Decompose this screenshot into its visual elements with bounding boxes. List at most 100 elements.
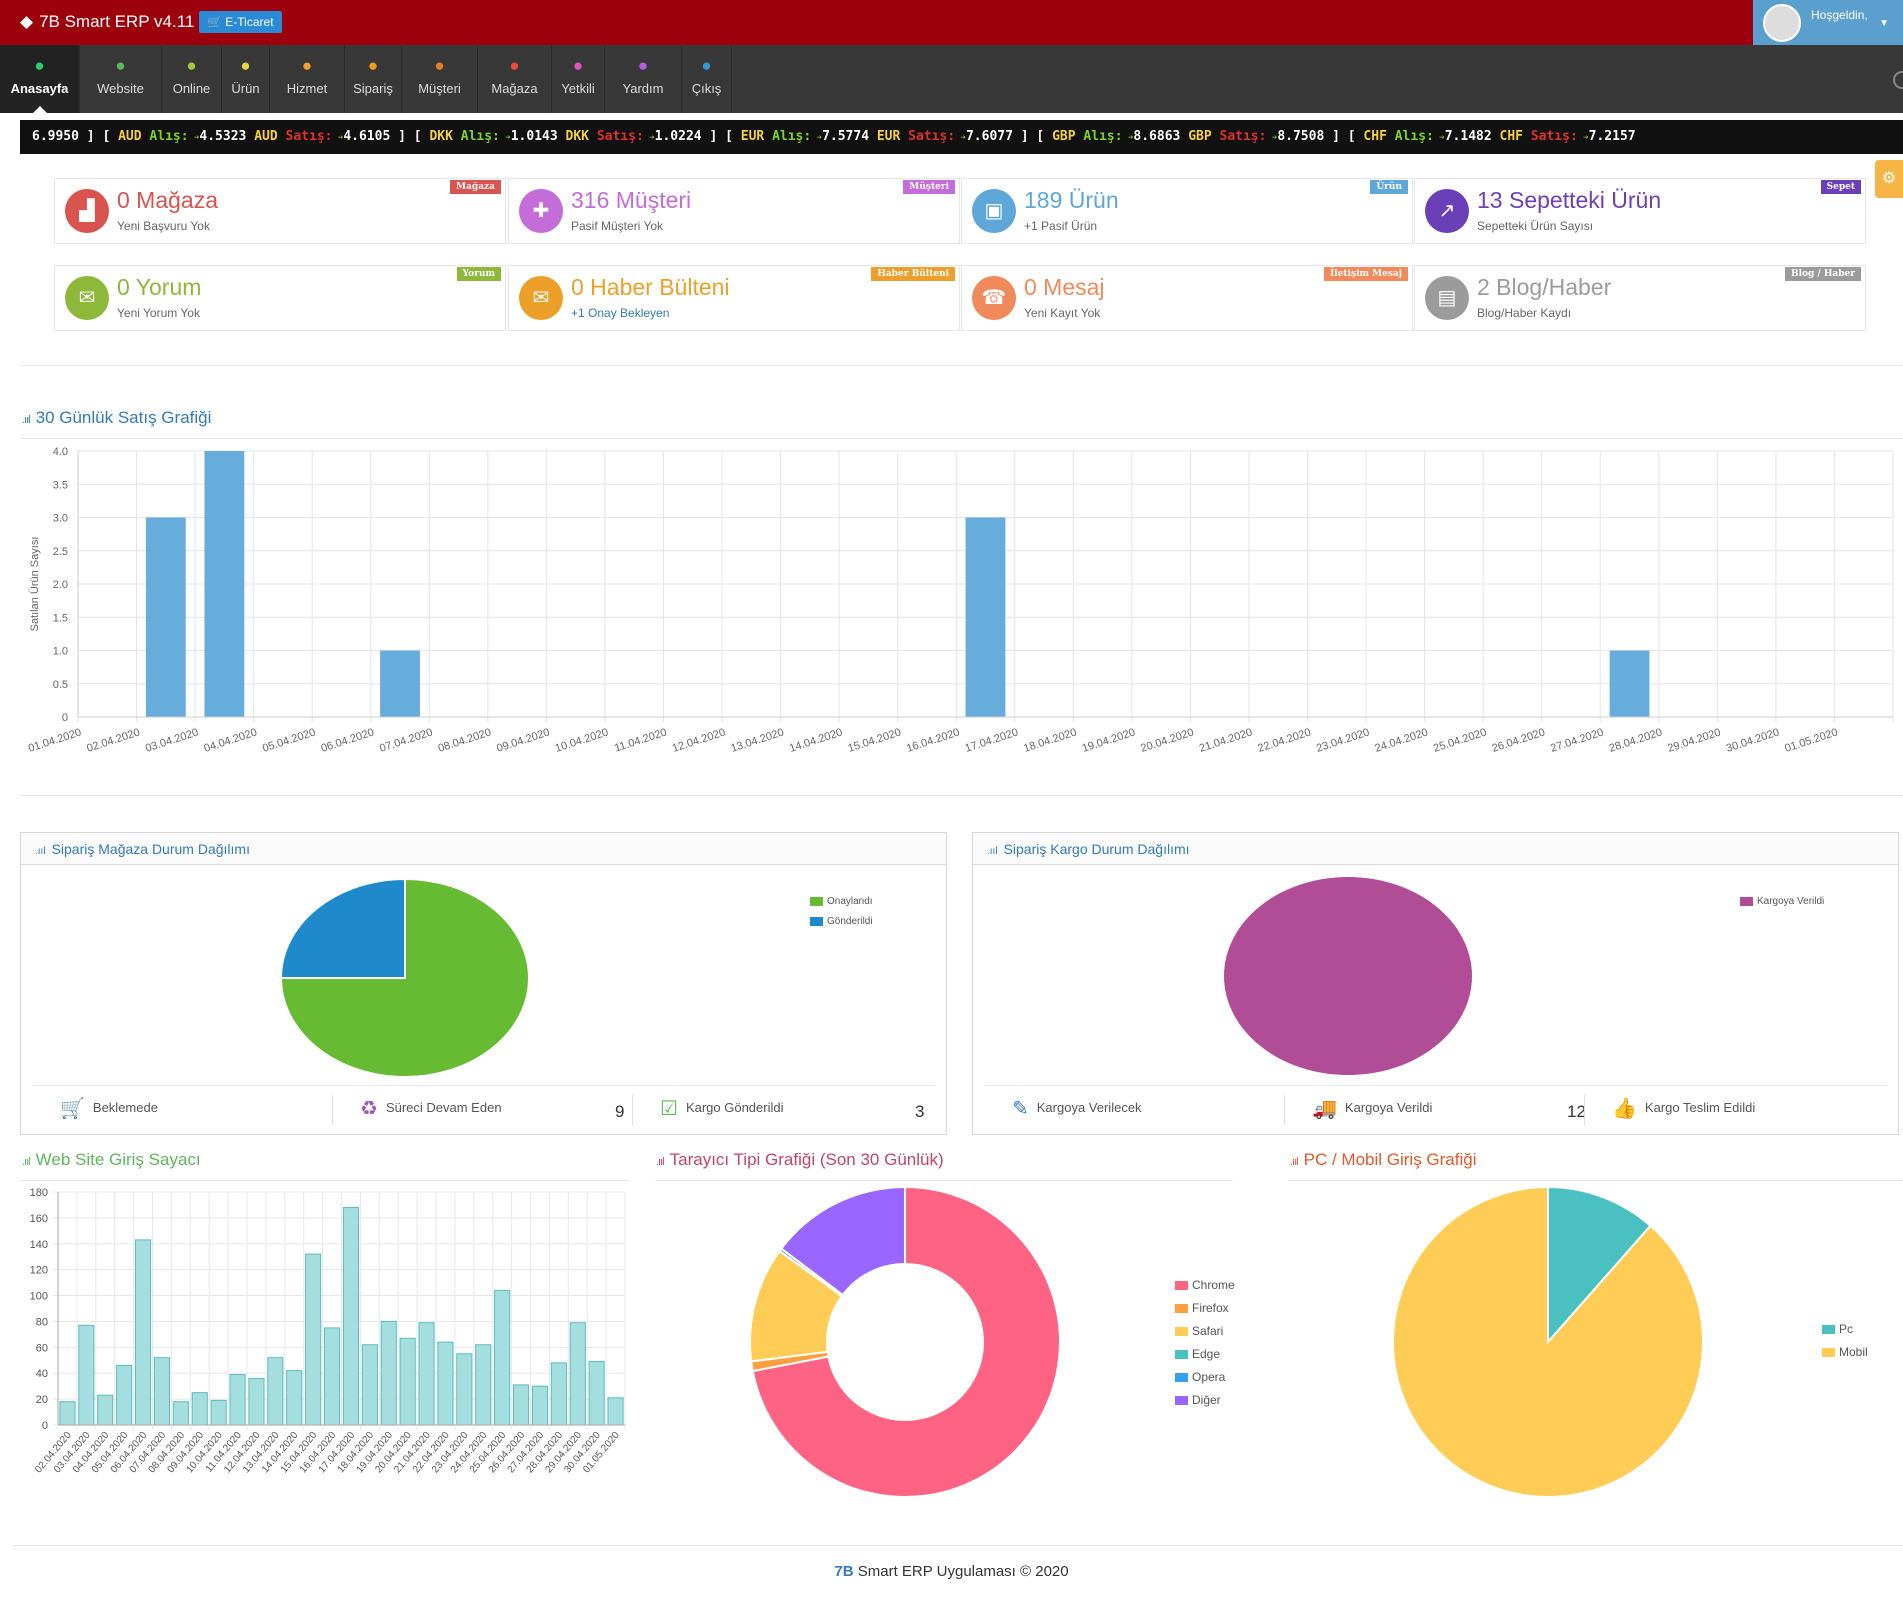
ticker-currency: CHF [1363, 129, 1387, 144]
nav-item-4[interactable]: ● Hizmet [270, 45, 345, 113]
summary-card[interactable]: ✉ 0 Yorum Yeni Yorum Yok Yorum [54, 265, 506, 331]
nav-label: Hizmet [286, 81, 328, 96]
summary-card[interactable]: ↗ 13 Sepetteki Ürün Sepetteki Ürün Sayısı S… [1414, 178, 1866, 244]
visit-bar [305, 1253, 322, 1426]
legend-item[interactable]: Gönderildi [810, 916, 873, 927]
arrow-icon: ➔ [1433, 133, 1445, 143]
summary-card[interactable]: ▟ 0 Mağaza Yeni Başvuru Yok Mağaza [54, 178, 506, 244]
ticker-currency: AUD [118, 129, 142, 144]
browser-legend: Chrome Firefox Safari Edge Opera Diğer [1175, 1278, 1235, 1416]
eticaret-button[interactable]: 🛒 E-Ticaret [199, 11, 282, 33]
card-subtitle: +1 Onay Bekleyen [571, 306, 670, 320]
store-panel-header: .ııl Sipariş Mağaza Durum Dağılımı [21, 833, 946, 865]
nav-item-3[interactable]: ● Ürün [222, 45, 270, 113]
recycle-icon: ♻ [360, 1098, 378, 1120]
y-tick-label: 40 [36, 1368, 48, 1380]
gear-icon[interactable]: ⚙ [1875, 160, 1903, 198]
ticker-lead: 6.9950 [32, 129, 79, 144]
legend-item[interactable]: Diğer [1175, 1393, 1235, 1407]
legend-label: Gönderildi [827, 916, 873, 927]
card-badge: Haber Bülteni [871, 267, 955, 281]
visit-bar [550, 1362, 567, 1426]
x-tick-label: 20.04.2020 [1139, 726, 1195, 754]
browser-chart-title: .ııl Tarayıcı Tipi Grafiği (Son 30 Günlük… [656, 1150, 944, 1170]
visit-bar [78, 1324, 95, 1426]
x-tick-label: 16.04.2020 [905, 726, 961, 754]
summary-card[interactable]: ▤ 2 Blog/Haber Blog/Haber Kaydı Blog / Habe… [1414, 265, 1866, 331]
sales-bar [145, 517, 186, 717]
top-bar: ◆ 7B Smart ERP v4.11 🛒 E-Ticaret Hoşgeld… [0, 0, 1903, 45]
summary-card[interactable]: ▣ 189 Ürün +1 Pasif Ürün Ürün [961, 178, 1413, 244]
nav-item-9[interactable]: ● Yardım [605, 45, 682, 113]
nav-item-0[interactable]: ● Anasayfa [0, 45, 80, 113]
x-tick-label: 09.04.2020 [495, 726, 551, 754]
cube-icon: ◆ [20, 12, 34, 31]
legend-item[interactable]: Chrome [1175, 1278, 1235, 1292]
sales-title-text: 30 Günlük Satış Grafiği [35, 408, 212, 427]
divider [1584, 1095, 1585, 1125]
legend-label: Chrome [1192, 1278, 1235, 1292]
app-brand[interactable]: ◆ 7B Smart ERP v4.11 [20, 12, 194, 32]
ticker-sell-value: 7.6077 [965, 129, 1013, 144]
card-badge: Blog / Haber [1785, 267, 1861, 281]
cargo-panel-title: Sipariş Kargo Durum Dağılımı [1003, 841, 1190, 857]
legend-label: Pc [1839, 1322, 1854, 1336]
stat-value: 12 [1567, 1102, 1586, 1121]
divider [985, 1085, 1887, 1086]
card-subtitle: Yeni Yorum Yok [117, 306, 200, 320]
y-tick-label: 2.0 [53, 579, 68, 591]
visit-bar [116, 1364, 133, 1426]
ambulance-icon: ● [637, 56, 649, 75]
nav-scroll-icon[interactable] [1893, 71, 1903, 89]
home-icon: ● [34, 56, 45, 75]
ticker-buy-label: Alış: [149, 129, 189, 144]
nav-item-8[interactable]: ● Yetkili [552, 45, 605, 113]
legend-item[interactable]: Firefox [1175, 1301, 1235, 1315]
nav-item-1[interactable]: ● Website [80, 45, 162, 113]
stat-label: Kargo Gönderildi [685, 1099, 784, 1115]
y-tick-label: 80 [36, 1316, 48, 1328]
card-badge: Mağaza [450, 180, 501, 194]
card-subtitle: Blog/Haber Kaydı [1477, 306, 1572, 320]
user-menu[interactable]: Hoşgeldin, ▼ [1753, 0, 1903, 45]
legend-item[interactable]: Onaylandı [810, 896, 873, 907]
legend-item[interactable]: Pc [1822, 1322, 1868, 1336]
legend-item[interactable]: Opera [1175, 1370, 1235, 1384]
ticker-currency: EUR [740, 129, 765, 144]
visit-bar [380, 1320, 397, 1426]
visit-bar [437, 1341, 454, 1426]
sales-chart-title: .ııl 30 Günlük Satış Grafiği [22, 408, 211, 428]
footer-brand: 7B [834, 1563, 854, 1580]
legend-swatch [1175, 1303, 1188, 1313]
summary-card[interactable]: ☎ 0 Mesaj Yeni Kayıt Yok İletişim Mesaj [961, 265, 1413, 331]
ticker-currency: EUR [876, 129, 901, 144]
nav-item-5[interactable]: ● Sipariş [345, 45, 402, 113]
card-title: 13 Sepetteki Ürün [1477, 187, 1662, 213]
legend-label: Onaylandı [827, 896, 873, 907]
nav-item-6[interactable]: ● Müşteri [402, 45, 478, 113]
envelope-icon: ✉ [519, 276, 563, 320]
divider [20, 795, 1903, 796]
summary-card[interactable]: ✉ 0 Haber Bülteni +1 Onay Bekleyen Haber Bü… [508, 265, 960, 331]
arrow-icon: ➔ [643, 133, 655, 143]
stat-value: 9 [615, 1102, 625, 1121]
legend-item[interactable]: Mobil [1822, 1345, 1868, 1359]
cart-icon: 🛒 [207, 15, 222, 29]
nav-item-2[interactable]: ● Online [162, 45, 222, 113]
legend-swatch [1175, 1280, 1188, 1290]
ticker-buy-label: Alış: [772, 129, 812, 144]
legend-item[interactable]: Kargoya Verildi [1740, 896, 1824, 907]
visit-bar [494, 1289, 511, 1426]
signal-icon: ● [186, 56, 197, 75]
ticker-buy-value: 8.6863 [1133, 129, 1181, 144]
legend-item[interactable]: Safari [1175, 1324, 1235, 1338]
nav-item-7[interactable]: ● Mağaza [478, 45, 552, 113]
signal-icon: .ııl [987, 846, 998, 857]
visit-bar [531, 1385, 549, 1426]
cart-plus-icon: 🛒 [60, 1098, 85, 1120]
stat-label: Beklemede [92, 1099, 158, 1115]
legend-item[interactable]: Edge [1175, 1347, 1235, 1361]
summary-card[interactable]: ✚ 316 Müşteri Pasif Müşteri Yok Müşteri [508, 178, 960, 244]
visit-chart-title: .ııl Web Site Giriş Sayacı [22, 1150, 201, 1170]
nav-item-10[interactable]: ● Çıkış [682, 45, 732, 113]
